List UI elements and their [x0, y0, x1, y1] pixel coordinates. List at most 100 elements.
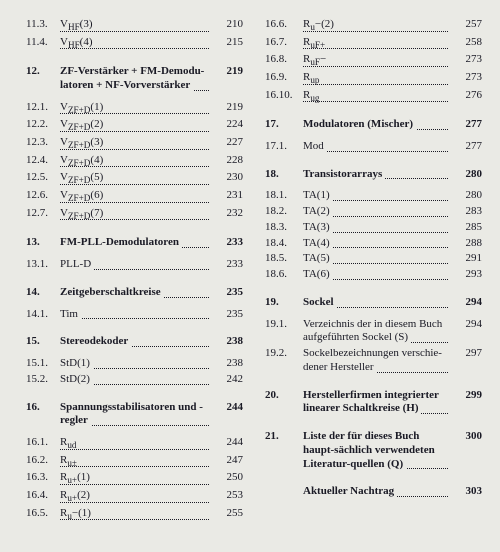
toc-entry-number: 18.5. — [265, 252, 303, 266]
toc-entry-number: 18.3. — [265, 221, 303, 235]
toc-entry-page: 219 — [209, 101, 243, 115]
toc-entry-number: 19. — [265, 296, 303, 310]
toc-entry-page: 276 — [448, 89, 482, 103]
toc-entry: 17.1.Mod277 — [265, 140, 482, 154]
toc-entry-page: 273 — [448, 71, 482, 85]
toc-entry-number: 16.1. — [26, 436, 60, 450]
toc-entry-number: 21. — [265, 430, 303, 444]
toc-entry-page: 215 — [209, 36, 243, 50]
toc-entry-page: 294 — [448, 296, 482, 310]
toc-entry-page: 247 — [209, 454, 243, 468]
toc-entry-page: 233 — [209, 236, 243, 250]
toc-entry-page: 224 — [209, 118, 243, 132]
toc-entry-number: 16.7. — [265, 36, 303, 50]
toc-entry: 15.Stereodekoder238 — [26, 335, 243, 349]
toc-entry: 12.7.VZF+D(7)232 — [26, 207, 243, 223]
toc-entry-page: 285 — [448, 221, 482, 235]
toc-entry: 16.3.Ru+(1)250 — [26, 471, 243, 487]
toc-entry-number: 16.2. — [26, 454, 60, 468]
toc-entry: 16.10.Rug276 — [265, 89, 482, 105]
toc-entry-number: 12.7. — [26, 207, 60, 221]
toc-entry-number: 16. — [26, 401, 60, 415]
toc-entry-title: TA(6) — [303, 268, 448, 282]
toc-entry-page: 258 — [448, 36, 482, 50]
toc-entry-title: VZF+D(1) — [60, 101, 209, 117]
toc-entry-page: 299 — [448, 389, 482, 403]
toc-entry: 12.3.VZF+D(3)227 — [26, 136, 243, 152]
toc-entry-page: 232 — [209, 207, 243, 221]
toc-entry-page: 253 — [209, 489, 243, 503]
toc-entry-page: 244 — [209, 436, 243, 450]
toc-entry: 11.3.VHF(3)210 — [26, 18, 243, 34]
toc-entry-number: 11.3. — [26, 18, 60, 32]
toc-entry: 11.4.VHF(4)215 — [26, 36, 243, 52]
toc-entry-number: 12.3. — [26, 136, 60, 150]
toc-entry-number: 14.1. — [26, 308, 60, 322]
toc-entry-title: Ru+(1) — [60, 471, 209, 487]
toc-entry-title: ZF-Verstärker + FM-Demodu-latoren + NF-V… — [60, 65, 209, 93]
toc-entry-number: 14. — [26, 286, 60, 300]
toc-entry: 12.6.VZF+D(6)231 — [26, 189, 243, 205]
toc-entry-number: 16.10. — [265, 89, 303, 103]
toc-entry-page: 283 — [448, 205, 482, 219]
toc-entry-page: 294 — [448, 318, 482, 332]
toc-entry: 18.5.TA(5)291 — [265, 252, 482, 266]
toc-entry-title: Liste der für dieses Buch haupt-sächlich… — [303, 430, 448, 471]
toc-entry-title: TA(3) — [303, 221, 448, 235]
toc-entry-title: VZF+D(5) — [60, 171, 209, 187]
toc-entry-title: Herstellerfirmen integrierter linearer S… — [303, 389, 448, 417]
toc-entry-title: Rup — [303, 71, 448, 87]
toc-entry: 12.2.VZF+D(2)224 — [26, 118, 243, 134]
toc-entry-page: 291 — [448, 252, 482, 266]
toc-entry-title: Transistorarrays — [303, 168, 448, 182]
toc-entry-number: 16.4. — [26, 489, 60, 503]
toc-entry-title: StD(2) — [60, 373, 209, 387]
toc-entry-number: 16.6. — [265, 18, 303, 32]
toc-entry: 16.8.RuF−273 — [265, 53, 482, 69]
toc-entry: 19.Sockel294 — [265, 296, 482, 310]
toc-entry: 12.ZF-Verstärker + FM-Demodu-latoren + N… — [26, 65, 243, 93]
toc-entry: 16.6.Ru−(2)257 — [265, 18, 482, 34]
toc-entry-title: VHF(4) — [60, 36, 209, 52]
toc-entry-page: 235 — [209, 286, 243, 300]
toc-entry-page: 230 — [209, 171, 243, 185]
toc-entry-page: 297 — [448, 347, 482, 361]
toc-entry-page: 277 — [448, 118, 482, 132]
toc-entry-page: 228 — [209, 154, 243, 168]
toc-entry-number: 19.1. — [265, 318, 303, 332]
toc-entry-title: Sockelbezeichnungen verschie-dener Herst… — [303, 347, 448, 375]
toc-entry-title: Sockel — [303, 296, 448, 310]
toc-entry-page: 293 — [448, 268, 482, 282]
toc-entry-title: Verzeichnis der in diesem Buch aufgeführ… — [303, 318, 448, 346]
toc-entry-title: VHF(3) — [60, 18, 209, 34]
toc-entry: 16.4.Ru+(2)253 — [26, 489, 243, 505]
toc-entry-page: 280 — [448, 189, 482, 203]
toc-entry-title: RuF+ — [303, 36, 448, 52]
toc-entry-page: 238 — [209, 357, 243, 371]
toc-entry: 14.1.Tim235 — [26, 308, 243, 322]
toc-entry: 19.1.Verzeichnis der in diesem Buch aufg… — [265, 318, 482, 346]
toc-entry-number: 16.5. — [26, 507, 60, 521]
toc-entry-number: 12.5. — [26, 171, 60, 185]
toc-entry: 13.1.PLL-D233 — [26, 258, 243, 272]
toc-entry: 15.1.StD(1)238 — [26, 357, 243, 371]
toc-entry-page: 257 — [448, 18, 482, 32]
toc-entry-title: TA(5) — [303, 252, 448, 266]
toc-entry: 18.2.TA(2)283 — [265, 205, 482, 219]
toc-column-right: 16.6.Ru−(2)257 16.7.RuF+258 16.8.RuF−273 16… — [265, 18, 482, 524]
toc-entry-page: 231 — [209, 189, 243, 203]
toc-entry: 19.2.Sockelbezeichnungen verschie-dener … — [265, 347, 482, 375]
toc-entry-page: 288 — [448, 237, 482, 251]
toc-entry-number: 12.2. — [26, 118, 60, 132]
toc-entry-number: 17.1. — [265, 140, 303, 154]
toc-entry-title: FM-PLL-Demodulatoren — [60, 236, 209, 250]
toc-entry-title: TA(1) — [303, 189, 448, 203]
toc-entry-page: 273 — [448, 53, 482, 67]
toc-entry: 18.6.TA(6)293 — [265, 268, 482, 282]
toc-entry-number: 16.3. — [26, 471, 60, 485]
toc-entry: 16.2.Ru±247 — [26, 454, 243, 470]
toc-entry-number: 15.2. — [26, 373, 60, 387]
toc-entry: 14.Zeitgeberschaltkreise235 — [26, 286, 243, 300]
toc-entry-page: 233 — [209, 258, 243, 272]
toc-entry-page: 277 — [448, 140, 482, 154]
